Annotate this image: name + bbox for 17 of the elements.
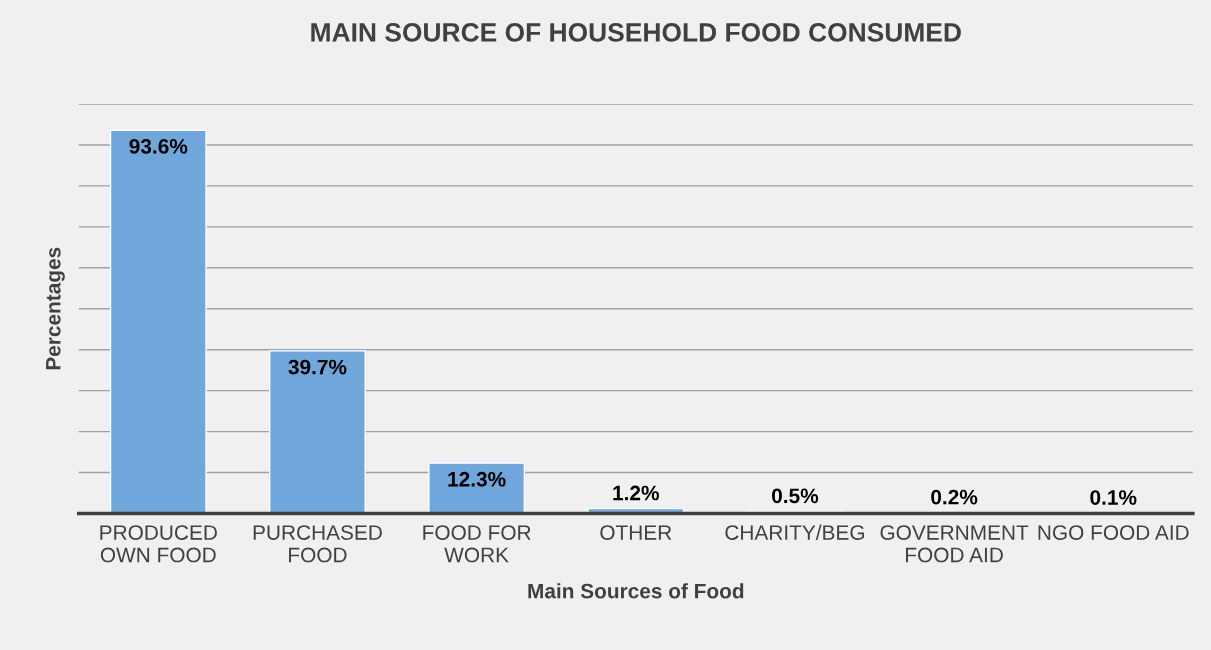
x-tick-label: PURCHASED FOOD	[253, 525, 382, 563]
data-label: 12.3%	[448, 471, 506, 487]
x-tick-label: OTHER	[600, 525, 672, 540]
y-axis-title: Percentages	[46, 247, 65, 370]
x-axis-title: Main Sources of Food	[528, 583, 744, 599]
data-label: 0.2%	[931, 489, 978, 505]
chart-title: MAIN SOURCE OF HOUSEHOLD FOOD CONSUMED	[311, 23, 961, 42]
x-tick-label: NGO FOOD AID	[1038, 525, 1189, 540]
x-tick-label: GOVERNMENT FOOD AID	[880, 525, 1029, 563]
data-label: 93.6%	[129, 138, 188, 154]
x-tick-label: CHARITY/BEG	[725, 524, 864, 540]
x-tick-label: FOOD FOR WORK	[423, 525, 531, 563]
data-label: 1.2%	[613, 485, 659, 501]
data-label: 39.7%	[288, 359, 347, 375]
data-label: 0.1%	[1090, 490, 1137, 505]
data-label: 0.5%	[772, 488, 819, 504]
x-tick-label: PRODUCED OWN FOOD	[100, 525, 217, 563]
